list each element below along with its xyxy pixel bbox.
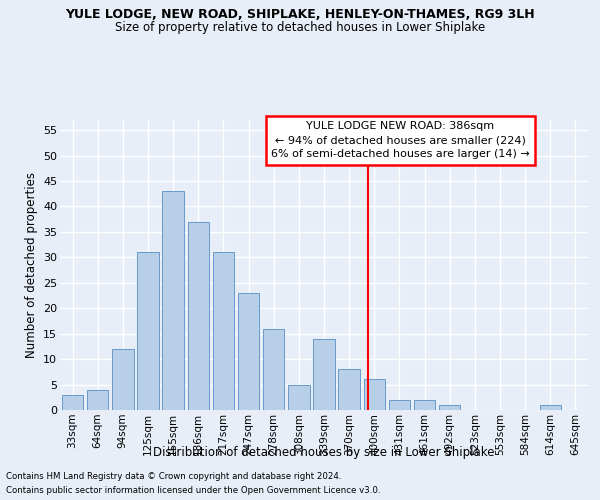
Bar [539, 405, 561, 410]
Bar [313, 339, 335, 410]
Bar [62, 394, 83, 410]
Bar [87, 390, 109, 410]
Bar [338, 370, 360, 410]
Bar [389, 400, 410, 410]
Bar [238, 293, 259, 410]
Bar [288, 384, 310, 410]
Bar [112, 349, 134, 410]
Text: Contains HM Land Registry data © Crown copyright and database right 2024.: Contains HM Land Registry data © Crown c… [6, 472, 341, 481]
Bar [439, 405, 460, 410]
Text: YULE LODGE NEW ROAD: 386sqm
← 94% of detached houses are smaller (224)
6% of sem: YULE LODGE NEW ROAD: 386sqm ← 94% of det… [271, 122, 530, 160]
Bar [414, 400, 435, 410]
Text: Distribution of detached houses by size in Lower Shiplake: Distribution of detached houses by size … [153, 446, 495, 459]
Text: Size of property relative to detached houses in Lower Shiplake: Size of property relative to detached ho… [115, 21, 485, 34]
Bar [137, 252, 158, 410]
Text: Contains public sector information licensed under the Open Government Licence v3: Contains public sector information licen… [6, 486, 380, 495]
Text: YULE LODGE, NEW ROAD, SHIPLAKE, HENLEY-ON-THAMES, RG9 3LH: YULE LODGE, NEW ROAD, SHIPLAKE, HENLEY-O… [65, 8, 535, 20]
Bar [364, 380, 385, 410]
Y-axis label: Number of detached properties: Number of detached properties [25, 172, 38, 358]
Bar [163, 191, 184, 410]
Bar [263, 328, 284, 410]
Bar [188, 222, 209, 410]
Bar [213, 252, 234, 410]
